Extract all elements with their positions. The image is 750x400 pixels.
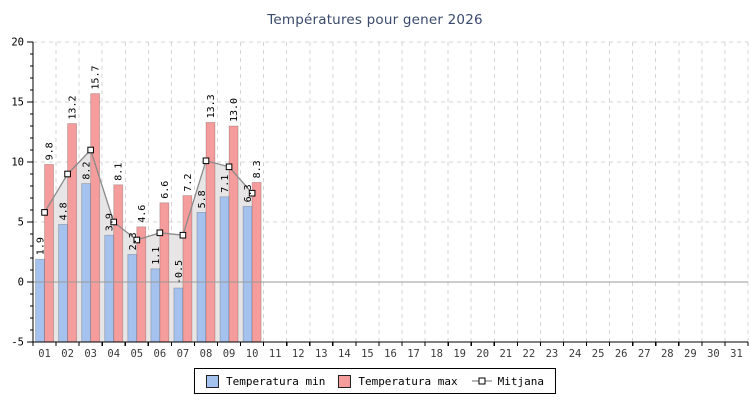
x-tick-label-28: 28: [661, 348, 674, 360]
value-label-min-01: 1.9: [36, 237, 47, 255]
mitjana-point-05: [133, 236, 141, 244]
x-tick-label-19: 19: [453, 348, 466, 360]
x-tick-label-20: 20: [476, 348, 489, 360]
bar-min-05: [127, 253, 138, 343]
x-tick-label-09: 09: [223, 348, 236, 360]
value-label-max-08: 13.3: [206, 94, 217, 118]
x-tick-label-26: 26: [615, 348, 628, 360]
bar-min-03: [81, 183, 92, 343]
bar-min-09: [219, 196, 230, 343]
x-tick-label-01: 01: [38, 348, 51, 360]
value-label-min-10: 6.3: [243, 184, 254, 202]
x-tick-label-22: 22: [523, 348, 536, 360]
value-label-max-10: 8.3: [252, 160, 263, 178]
bar-min-08: [196, 211, 207, 343]
legend-label-mitjana: Mitjana: [497, 374, 545, 388]
y-tick-label-5: 5: [18, 217, 24, 229]
value-label-min-03: 8.2: [82, 162, 93, 180]
bar-max-08: [205, 122, 216, 343]
legend-swatch-temperatura-max: [338, 374, 352, 388]
legend-mitjana-marker: [478, 377, 486, 385]
value-label-min-09: 7.1: [220, 175, 231, 193]
legend-label-temperatura-min: Temperatura min: [225, 374, 326, 388]
bar-max-03: [90, 93, 101, 343]
x-tick-label-29: 29: [684, 348, 697, 360]
bar-min-06: [150, 268, 161, 343]
x-tick-label-02: 02: [61, 348, 74, 360]
y-tick-label--5: -5: [11, 337, 24, 349]
x-tick-label-05: 05: [130, 348, 143, 360]
x-tick-label-24: 24: [569, 348, 582, 360]
x-tick-label-10: 10: [246, 348, 259, 360]
chart-title: Températures pour gener 2026: [267, 12, 483, 28]
mitjana-point-06: [156, 229, 164, 237]
bar-min-07: [173, 287, 184, 343]
mitjana-line: [43, 148, 253, 241]
value-label-max-07: 7.2: [183, 174, 194, 192]
legend-label-temperatura-max: Temperatura max: [358, 374, 458, 388]
x-tick-label-27: 27: [638, 348, 651, 360]
y-tick-label-10: 10: [11, 157, 24, 169]
value-label-min-04: 3.9: [105, 213, 116, 231]
bar-max-06: [159, 202, 170, 343]
bar-max-10: [251, 181, 262, 343]
bar-min-10: [242, 205, 253, 343]
x-tick-label-04: 04: [107, 348, 120, 360]
y-tick-label-15: 15: [11, 97, 24, 109]
x-tick-label-31: 31: [730, 348, 743, 360]
value-label-min-02: 4.8: [59, 202, 70, 220]
value-label-max-05: 4.6: [137, 205, 148, 223]
bar-min-01: [35, 258, 45, 343]
y-tick-label-0: 0: [18, 277, 24, 289]
value-label-min-05: 2.3: [128, 232, 139, 250]
mitjana-point-01: [41, 209, 48, 216]
value-label-max-04: 8.1: [114, 163, 125, 181]
x-tick-label-30: 30: [707, 348, 720, 360]
value-label-max-06: 6.6: [160, 181, 171, 199]
y-tick-label-20: 20: [11, 37, 24, 49]
x-tick-label-25: 25: [592, 348, 605, 360]
x-tick-label-07: 07: [177, 348, 190, 360]
value-label-min-08: 5.8: [197, 190, 208, 208]
mitjana-point-04: [110, 218, 118, 226]
bar-max-02: [67, 123, 77, 343]
x-tick-label-17: 17: [407, 348, 420, 360]
mitjana-point-03: [87, 146, 94, 154]
x-tick-label-14: 14: [338, 348, 351, 360]
value-label-min-06: 1.1: [151, 247, 162, 265]
x-tick-label-11: 11: [269, 348, 282, 360]
mitjana-point-07: [179, 231, 187, 239]
bar-min-04: [104, 234, 115, 343]
value-label-min-07: -0.5: [174, 260, 185, 284]
x-tick-label-13: 13: [315, 348, 328, 360]
x-tick-label-21: 21: [499, 348, 512, 360]
mitjana-point-02: [64, 170, 71, 178]
value-label-max-03: 15.7: [91, 66, 102, 90]
legend-line-marker-icon: [471, 375, 493, 387]
value-label-max-01: 9.8: [45, 142, 56, 160]
value-label-max-02: 13.2: [68, 96, 79, 120]
bar-max-04: [113, 184, 124, 343]
mitjana-point-08: [202, 157, 210, 165]
x-tick-label-15: 15: [361, 348, 374, 360]
legend: Temperatura min Temperatura max Mitjana: [193, 368, 557, 394]
bar-min-02: [58, 223, 68, 343]
x-tick-label-23: 23: [546, 348, 559, 360]
x-tick-label-16: 16: [384, 348, 397, 360]
x-tick-label-18: 18: [430, 348, 443, 360]
legend-swatch-temperatura-min: [205, 374, 219, 388]
bar-max-09: [228, 125, 239, 343]
x-tick-label-03: 03: [84, 348, 97, 360]
mitjana-point-10: [248, 189, 256, 197]
mitjana-point-09: [225, 163, 233, 171]
x-tick-label-08: 08: [200, 348, 213, 360]
x-tick-label-12: 12: [292, 348, 305, 360]
value-label-max-09: 13.0: [229, 98, 240, 122]
x-tick-label-06: 06: [154, 348, 167, 360]
